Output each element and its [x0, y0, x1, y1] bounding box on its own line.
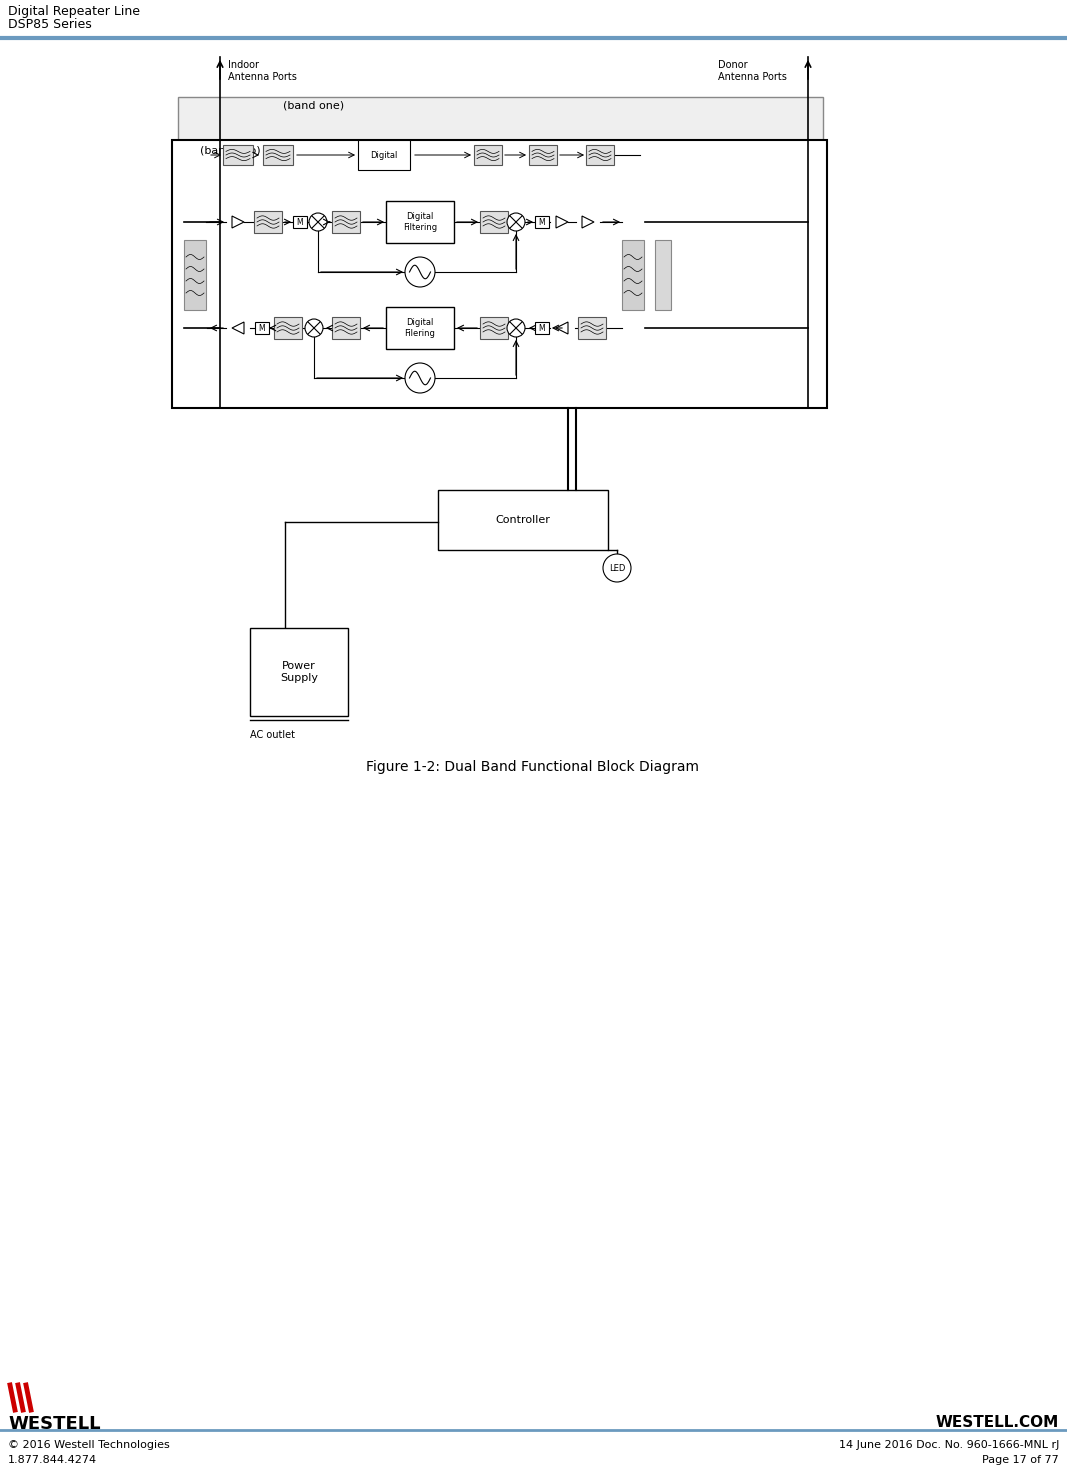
FancyBboxPatch shape — [250, 628, 348, 716]
Polygon shape — [582, 217, 594, 228]
FancyBboxPatch shape — [529, 144, 557, 165]
Circle shape — [507, 318, 525, 338]
Polygon shape — [232, 217, 244, 228]
Circle shape — [305, 318, 323, 338]
Text: WESTELL.COM: WESTELL.COM — [936, 1415, 1060, 1430]
Circle shape — [603, 554, 631, 582]
Text: Donor
Antenna Ports: Donor Antenna Ports — [718, 60, 786, 81]
Text: Figure 1-2: Dual Band Functional Block Diagram: Figure 1-2: Dual Band Functional Block D… — [366, 761, 700, 774]
Text: (band two): (band two) — [200, 144, 260, 155]
FancyBboxPatch shape — [255, 321, 269, 335]
FancyBboxPatch shape — [178, 97, 823, 292]
FancyBboxPatch shape — [293, 217, 307, 228]
Text: Power
Supply: Power Supply — [280, 662, 318, 682]
FancyBboxPatch shape — [172, 140, 827, 408]
Text: (band one): (band one) — [283, 100, 345, 111]
FancyBboxPatch shape — [274, 317, 302, 339]
Circle shape — [405, 256, 435, 287]
Text: Indoor
Antenna Ports: Indoor Antenna Ports — [228, 60, 297, 81]
Text: M: M — [539, 323, 545, 333]
Text: © 2016 Westell Technologies: © 2016 Westell Technologies — [7, 1440, 170, 1450]
FancyBboxPatch shape — [586, 144, 614, 165]
FancyBboxPatch shape — [386, 200, 453, 243]
Text: WESTELL: WESTELL — [7, 1415, 100, 1433]
Circle shape — [309, 214, 327, 231]
FancyBboxPatch shape — [184, 240, 206, 310]
Text: M: M — [258, 323, 266, 333]
Text: M: M — [539, 218, 545, 227]
FancyBboxPatch shape — [655, 240, 671, 310]
Text: Page 17 of 77: Page 17 of 77 — [983, 1455, 1060, 1465]
FancyBboxPatch shape — [254, 211, 282, 233]
Text: Digital Repeater Line: Digital Repeater Line — [7, 4, 140, 18]
FancyBboxPatch shape — [480, 211, 508, 233]
Text: Digital
Filtering: Digital Filtering — [403, 212, 437, 231]
Text: DSP85 Series: DSP85 Series — [7, 18, 92, 31]
FancyBboxPatch shape — [535, 217, 550, 228]
Polygon shape — [556, 321, 568, 335]
Polygon shape — [232, 321, 244, 335]
Circle shape — [507, 214, 525, 231]
Text: 14 June 2016 Doc. No. 960-1666-MNL rJ: 14 June 2016 Doc. No. 960-1666-MNL rJ — [839, 1440, 1060, 1450]
FancyBboxPatch shape — [332, 317, 360, 339]
FancyBboxPatch shape — [437, 489, 608, 550]
FancyBboxPatch shape — [332, 211, 360, 233]
FancyBboxPatch shape — [223, 144, 253, 165]
Text: LED: LED — [609, 563, 625, 572]
FancyBboxPatch shape — [578, 317, 606, 339]
FancyBboxPatch shape — [474, 144, 501, 165]
FancyBboxPatch shape — [262, 144, 293, 165]
Polygon shape — [556, 217, 568, 228]
Text: 1.877.844.4274: 1.877.844.4274 — [7, 1455, 97, 1465]
Text: M: M — [297, 218, 303, 227]
Text: Digital
Filering: Digital Filering — [404, 318, 435, 338]
Circle shape — [405, 363, 435, 394]
Text: Digital: Digital — [370, 150, 398, 159]
Text: Controller: Controller — [495, 514, 551, 525]
FancyBboxPatch shape — [386, 307, 453, 349]
FancyBboxPatch shape — [535, 321, 550, 335]
Text: AC outlet: AC outlet — [250, 730, 294, 740]
FancyBboxPatch shape — [480, 317, 508, 339]
FancyBboxPatch shape — [359, 140, 410, 170]
FancyBboxPatch shape — [622, 240, 644, 310]
